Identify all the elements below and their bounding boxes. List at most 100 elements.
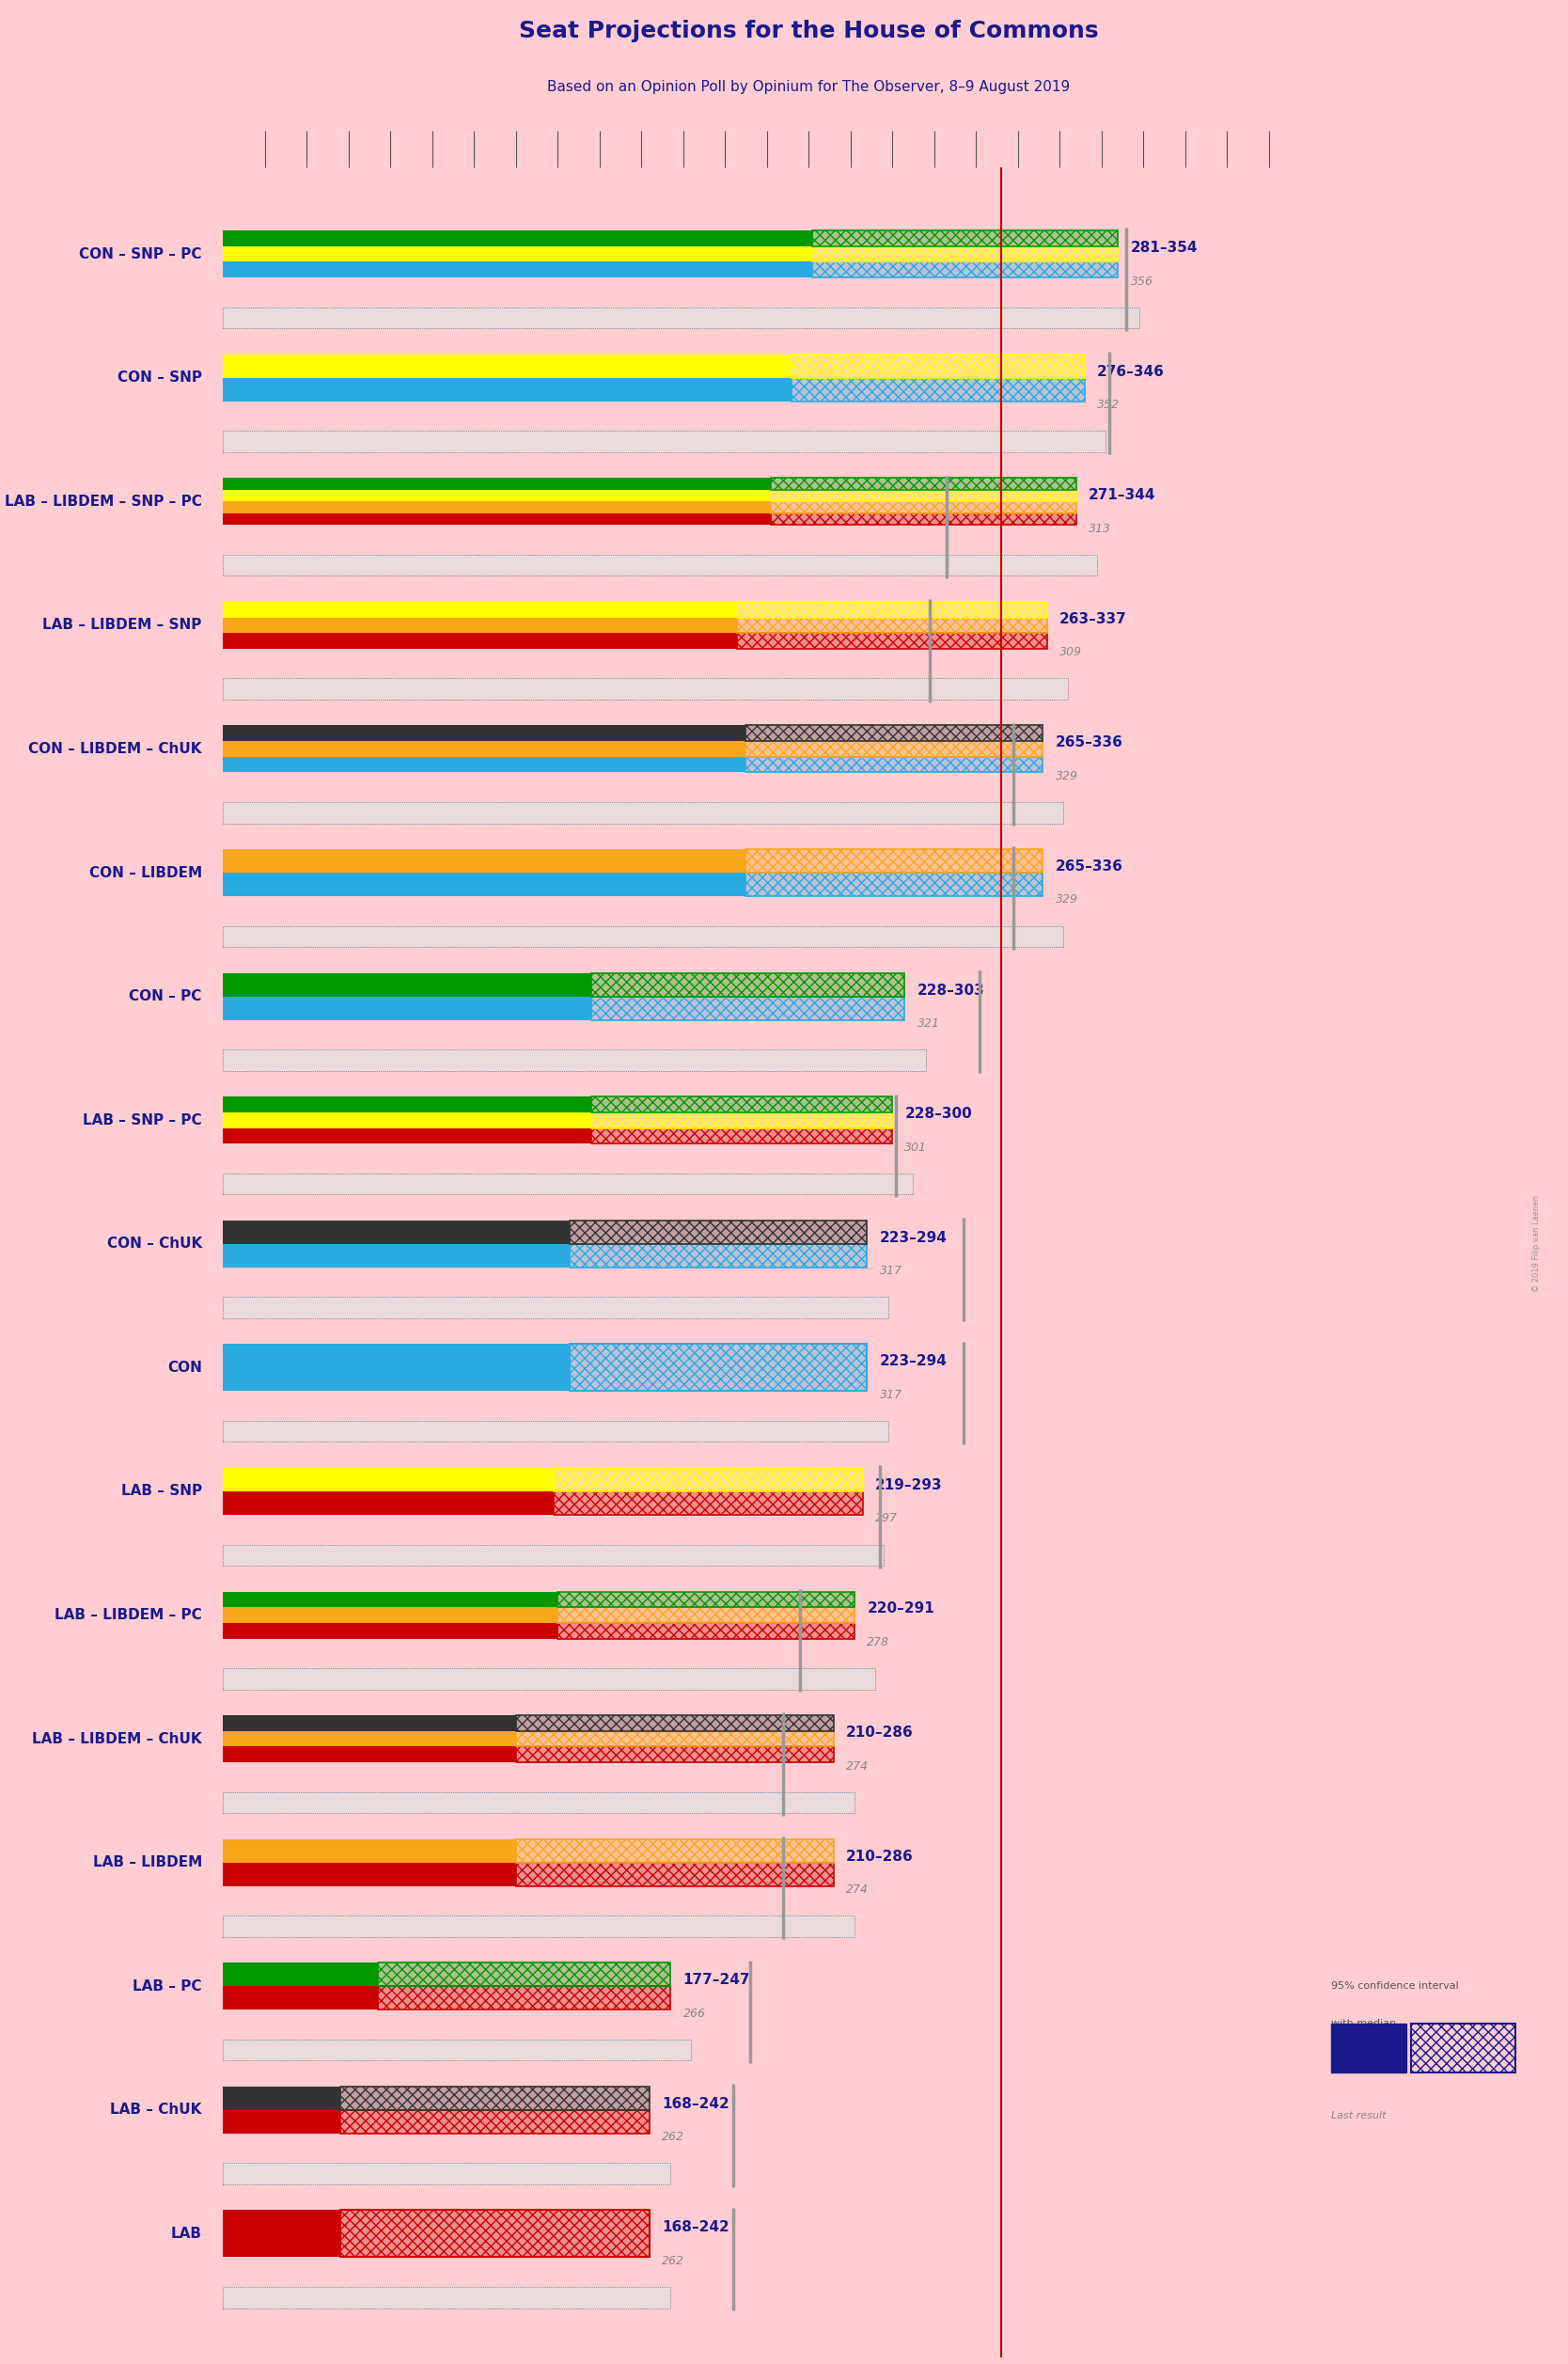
Bar (771, 478, 1076, 489)
Bar (223, 1669, 875, 1690)
Bar (223, 1624, 558, 1638)
Bar (771, 513, 1076, 525)
Bar (746, 756, 1043, 773)
Bar (223, 849, 746, 872)
Bar (516, 1863, 834, 1886)
Bar (223, 1839, 516, 1863)
Text: 265–336: 265–336 (1055, 860, 1123, 875)
Text: CON – LIBDEM – ChUK: CON – LIBDEM – ChUK (28, 742, 202, 756)
Bar (340, 2087, 649, 2111)
Bar (223, 1544, 884, 1565)
Bar (223, 1128, 591, 1144)
Bar (223, 2210, 340, 2258)
Text: 223–294: 223–294 (880, 1355, 947, 1369)
Text: Based on an Opinion Poll by Opinium for The Observer, 8–9 August 2019: Based on an Opinion Poll by Opinium for … (547, 80, 1069, 95)
Text: 278: 278 (867, 1636, 889, 1648)
Bar (1331, 2024, 1406, 2073)
Text: 210–286: 210–286 (847, 1849, 914, 1863)
Bar (737, 603, 1047, 617)
Bar (223, 307, 1138, 329)
Text: 228–300: 228–300 (905, 1106, 972, 1121)
Bar (516, 1716, 834, 1730)
Bar (223, 1986, 378, 2009)
Bar (223, 1298, 887, 1319)
Text: CON – SNP – PC: CON – SNP – PC (80, 246, 202, 260)
Bar (223, 1421, 887, 1442)
Bar (223, 1915, 855, 1936)
Bar (223, 1492, 554, 1515)
Bar (223, 872, 746, 896)
Bar (340, 2210, 649, 2258)
Bar (223, 740, 746, 756)
Bar (223, 355, 792, 378)
Text: LAB – LIBDEM – SNP – PC: LAB – LIBDEM – SNP – PC (5, 494, 202, 508)
Bar (223, 1608, 558, 1624)
Bar (571, 1243, 867, 1267)
Bar (591, 1128, 892, 1144)
Bar (516, 1716, 834, 1730)
Bar (591, 1128, 892, 1144)
Bar (340, 2111, 649, 2135)
Bar (746, 849, 1043, 872)
Text: LAB: LAB (171, 2227, 202, 2241)
Bar (558, 1624, 855, 1638)
Bar (340, 2210, 649, 2258)
Bar (571, 1345, 867, 1390)
Text: 276–346: 276–346 (1098, 364, 1165, 378)
Bar (223, 1298, 887, 1319)
Bar (746, 872, 1043, 896)
Text: 356: 356 (1131, 274, 1152, 288)
Text: LAB – LIBDEM – PC: LAB – LIBDEM – PC (55, 1608, 202, 1622)
Bar (792, 355, 1085, 378)
Bar (771, 478, 1076, 489)
Bar (812, 246, 1118, 262)
Bar (591, 974, 905, 995)
Text: LAB – PC: LAB – PC (133, 1979, 202, 1993)
Bar (223, 1243, 571, 1267)
Bar (812, 229, 1118, 246)
Bar (591, 974, 905, 995)
Text: 220–291: 220–291 (867, 1603, 935, 1617)
Bar (223, 1747, 516, 1761)
Bar (223, 2087, 340, 2111)
Bar (223, 2040, 691, 2061)
Bar (516, 1747, 834, 1761)
Bar (223, 1962, 378, 1986)
Bar (223, 307, 1138, 329)
Bar (737, 603, 1047, 617)
Bar (746, 756, 1043, 773)
Text: © 2019 Filip van Laenen: © 2019 Filip van Laenen (1532, 1196, 1540, 1293)
Bar (771, 489, 1076, 501)
Bar (737, 634, 1047, 648)
Text: 297: 297 (875, 1513, 898, 1525)
Bar (223, 246, 812, 262)
Bar (771, 501, 1076, 513)
Bar (378, 1962, 671, 1986)
Bar (223, 927, 1063, 948)
Bar (223, 1863, 516, 1886)
Text: 266: 266 (684, 2007, 706, 2019)
Bar (223, 1220, 571, 1243)
Bar (223, 678, 1068, 700)
Text: LAB – LIBDEM: LAB – LIBDEM (93, 1856, 202, 1870)
Bar (378, 1986, 671, 2009)
Bar (223, 489, 771, 501)
Bar (223, 513, 771, 525)
Bar (771, 513, 1076, 525)
Bar (792, 355, 1085, 378)
Bar (223, 1730, 516, 1747)
Bar (737, 617, 1047, 634)
Text: LAB – LIBDEM – ChUK: LAB – LIBDEM – ChUK (31, 1733, 202, 1747)
Bar (223, 1173, 913, 1194)
Text: 309: 309 (1060, 645, 1082, 660)
Bar (223, 617, 737, 634)
Bar (812, 246, 1118, 262)
Text: 177–247: 177–247 (684, 1974, 750, 1988)
Text: 219–293: 219–293 (875, 1478, 942, 1492)
Text: 313: 313 (1088, 522, 1112, 534)
Bar (223, 501, 771, 513)
Text: 281–354: 281–354 (1131, 241, 1198, 255)
Bar (558, 1624, 855, 1638)
Bar (223, 1669, 875, 1690)
Bar (516, 1730, 834, 1747)
